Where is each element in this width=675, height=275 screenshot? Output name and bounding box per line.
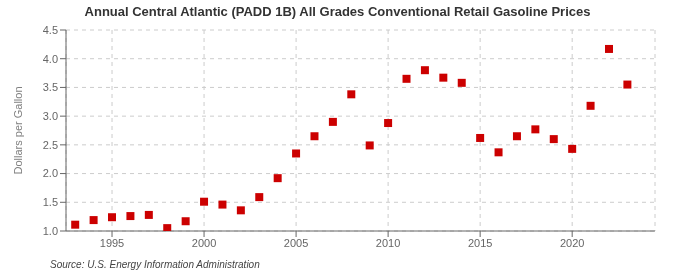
svg-text:2015: 2015 — [468, 237, 492, 249]
svg-text:4.5: 4.5 — [43, 24, 58, 36]
svg-text:2000: 2000 — [192, 237, 216, 249]
svg-text:2010: 2010 — [376, 237, 400, 249]
svg-text:2020: 2020 — [560, 237, 584, 249]
svg-text:1.5: 1.5 — [43, 196, 58, 208]
svg-text:1995: 1995 — [100, 237, 124, 249]
html-text:Annual Central Atlantic (PADD: Annual Central Atlantic (PADD 1B) All Gr… — [84, 4, 591, 19]
svg-text:1.0: 1.0 — [43, 225, 58, 237]
svg-text:4.0: 4.0 — [43, 53, 58, 65]
svg-text:2.0: 2.0 — [43, 167, 58, 179]
svg-text:3.5: 3.5 — [43, 81, 58, 93]
html-text:Source: U.S. Energy Informatio: Source: U.S. Energy Information Administ… — [50, 259, 260, 270]
svg-text:3.0: 3.0 — [43, 110, 58, 122]
svg-text:2.5: 2.5 — [43, 139, 58, 151]
svg-text:Dollars per Gallon: Dollars per Gallon — [12, 86, 24, 174]
svg-text:2005: 2005 — [284, 237, 308, 249]
